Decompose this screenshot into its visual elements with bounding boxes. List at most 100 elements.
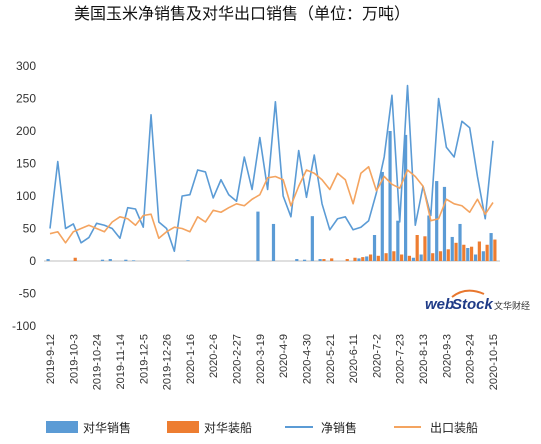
china-sales-bar bbox=[458, 223, 462, 261]
x-tick-label: 2020-3-19 bbox=[255, 334, 267, 384]
china-sales-bar bbox=[380, 171, 384, 261]
x-tick-label: 2019-12-26 bbox=[162, 334, 174, 390]
legend-label-export-shipments: 出口装船 bbox=[430, 421, 478, 435]
china-shipments-bar bbox=[407, 255, 412, 261]
x-tick-label: 2019-12-5 bbox=[138, 334, 150, 384]
legend-label-china-sales: 对华销售 bbox=[83, 420, 131, 435]
x-axis: 2019-9-12 2019-10-3 2019-10-24 2019-11-14 20… bbox=[44, 260, 500, 390]
china-shipments-bar bbox=[400, 254, 404, 261]
x-tick-label: 2020-5-21 bbox=[325, 334, 337, 384]
china-shipments-bar bbox=[454, 242, 458, 261]
china-sales-bar bbox=[256, 211, 260, 261]
china-shipments-bar bbox=[423, 236, 427, 261]
china-sales-bar bbox=[489, 233, 493, 261]
china-sales-bar bbox=[466, 248, 470, 261]
china-shipments-bar bbox=[469, 246, 474, 261]
china-sales-bar bbox=[271, 223, 276, 261]
y-tick-label: -100 bbox=[12, 319, 36, 333]
china-shipments-bar bbox=[361, 257, 365, 261]
china-shipments-bar bbox=[415, 235, 419, 261]
x-tick-label: 2020-9-24 bbox=[465, 334, 477, 384]
legend-label-china-shipments: 对华装船 bbox=[204, 421, 252, 435]
watermark-logo: web Stock 文华财经 bbox=[425, 289, 530, 313]
china-sales-bar bbox=[481, 251, 485, 261]
legend-item-china-sales: 对华销售 bbox=[46, 420, 131, 435]
china-shipments-bar bbox=[376, 255, 380, 261]
legend-item-export-shipments: 出口装船 bbox=[394, 421, 478, 435]
china-sales-bar bbox=[100, 259, 105, 261]
china-sales-bar bbox=[372, 235, 377, 261]
y-tick-label: 150 bbox=[16, 157, 36, 171]
x-tick-label: 2020-1-16 bbox=[185, 334, 197, 384]
y-tick-label: 250 bbox=[16, 92, 36, 106]
x-tick-label: 2019-10-3 bbox=[68, 334, 80, 384]
x-tick-label: 2020-7-2 bbox=[371, 334, 383, 378]
china-sales-bar bbox=[442, 186, 447, 261]
china-shipments-bar bbox=[392, 251, 396, 261]
china-shipments-bar bbox=[477, 241, 481, 261]
china-sales-bar bbox=[357, 258, 361, 261]
china-sales-bar bbox=[365, 256, 369, 261]
china-shipments-bar bbox=[493, 239, 497, 261]
china-sales-bar bbox=[108, 259, 112, 261]
watermark-swoosh bbox=[451, 289, 485, 298]
legend-label-net-sales: 净销售 bbox=[321, 420, 357, 435]
y-tick-label: -50 bbox=[19, 287, 37, 301]
china-sales-bar bbox=[318, 259, 322, 261]
china-sales-bar bbox=[186, 260, 190, 261]
y-axis: 300 250 200 150 100 50 0 -50 -100 bbox=[12, 59, 36, 333]
china-shipments-bars bbox=[73, 235, 497, 261]
y-tick-label: 50 bbox=[23, 222, 37, 236]
x-tick-label: 2020-6-11 bbox=[348, 334, 360, 383]
china-sales-bar bbox=[388, 131, 392, 261]
x-tick-label: 2020-8-13 bbox=[418, 334, 430, 384]
china-shipments-bar bbox=[322, 259, 326, 261]
legend-item-net-sales: 净销售 bbox=[285, 420, 357, 435]
x-tick-label: 2019-10-24 bbox=[92, 334, 104, 390]
x-tick-label: 2020-9-3 bbox=[441, 334, 453, 378]
china-shipments-bar bbox=[438, 251, 443, 261]
china-sales-bar bbox=[396, 220, 400, 261]
china-sales-bar bbox=[435, 181, 439, 261]
chart-title: 美国玉米净销售及对华出口销售（单位：万吨） bbox=[74, 5, 410, 23]
x-tick-label: 2020-7-23 bbox=[395, 334, 407, 384]
china-shipments-bar bbox=[330, 258, 334, 261]
legend-swatch-china-sales bbox=[46, 421, 78, 433]
y-tick-label: 200 bbox=[16, 124, 36, 138]
export-shipments-line bbox=[49, 165, 494, 244]
china-shipments-bar bbox=[345, 259, 349, 261]
china-sales-bar bbox=[427, 215, 431, 261]
x-tick-label: 2020-10-15 bbox=[488, 334, 500, 390]
watermark-tagline: 文华财经 bbox=[494, 300, 530, 311]
china-shipments-bar bbox=[462, 244, 466, 261]
china-sales-bar bbox=[473, 254, 478, 261]
china-sales-bar bbox=[411, 257, 415, 261]
y-tick-label: 100 bbox=[16, 189, 36, 203]
china-shipments-bar bbox=[485, 244, 489, 261]
x-tick-label: 2019-11-14 bbox=[115, 334, 127, 389]
china-sales-bar bbox=[295, 259, 299, 261]
china-shipments-bar bbox=[384, 253, 388, 261]
china-shipments-bar bbox=[446, 249, 450, 261]
watermark-brand-stock: Stock bbox=[452, 296, 494, 313]
x-tick-label: 2020-2-27 bbox=[232, 334, 244, 384]
china-sales-bar bbox=[46, 259, 50, 261]
china-sales-bar bbox=[310, 216, 314, 261]
x-tick-label: 2020-4-9 bbox=[278, 334, 290, 378]
legend: 对华销售 对华装船 净销售 出口装船 bbox=[46, 420, 478, 435]
china-sales-bar bbox=[404, 134, 408, 261]
china-shipments-bar bbox=[368, 254, 373, 261]
china-sales-bar bbox=[131, 260, 136, 261]
china-shipments-bar bbox=[353, 257, 357, 261]
net-sales-line bbox=[49, 84, 494, 253]
x-tick-label: 2019-9-12 bbox=[45, 334, 57, 384]
china-shipments-bar bbox=[431, 253, 435, 261]
china-sales-bar bbox=[124, 259, 128, 261]
china-shipments-bar bbox=[73, 257, 77, 261]
china-sales-bars bbox=[46, 131, 493, 261]
china-sales-bar bbox=[302, 259, 307, 261]
x-tick-label: 2020-2-6 bbox=[208, 334, 220, 378]
china-sales-bar bbox=[450, 236, 454, 261]
y-tick-label: 0 bbox=[29, 254, 36, 268]
